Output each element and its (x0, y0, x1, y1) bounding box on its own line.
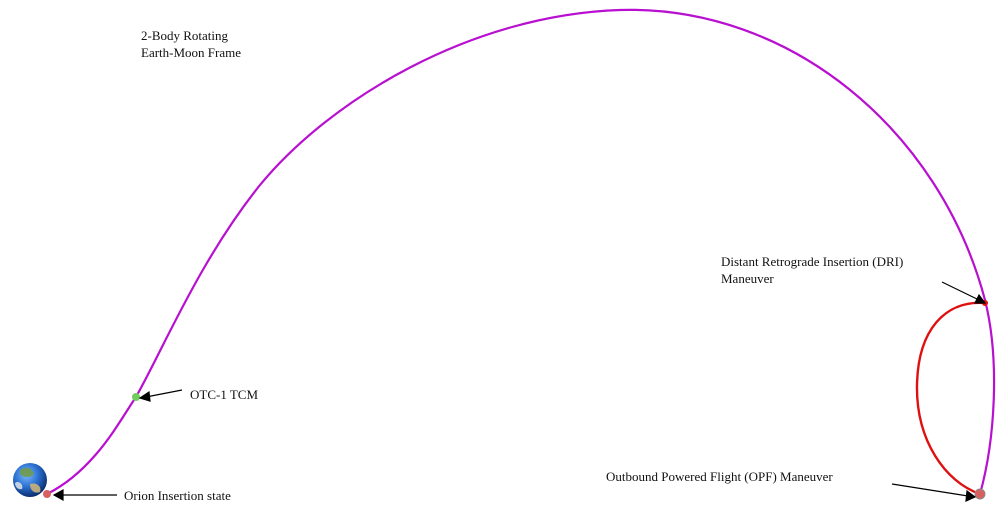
dri-label: Distant Retrograde Insertion (DRI) Maneu… (721, 253, 903, 287)
opf-marker (974, 488, 986, 500)
outbound-trajectory (46, 8, 996, 495)
dri-arrow (941, 281, 980, 301)
otc-arrow (145, 389, 183, 398)
earth-icon (13, 463, 47, 497)
dri-label-line1: Distant Retrograde Insertion (DRI) (721, 254, 904, 269)
dri-label-line2: Maneuver (721, 271, 774, 286)
frame-title-line1: 2-Body Rotating (141, 28, 229, 43)
opf-arrow (891, 483, 969, 497)
opf-label: Outbound Powered Flight (OPF) Maneuver (606, 469, 833, 484)
otc-label: OTC-1 TCM (190, 387, 259, 402)
otc-marker (132, 393, 140, 401)
frame-title-line2: Earth-Moon Frame (141, 45, 242, 60)
insertion-label: Orion Insertion state (124, 488, 231, 503)
frame-title: 2-Body Rotating Earth-Moon Frame (141, 27, 241, 61)
distant-retrograde-orbit (915, 301, 986, 496)
insertion-marker (43, 490, 51, 498)
